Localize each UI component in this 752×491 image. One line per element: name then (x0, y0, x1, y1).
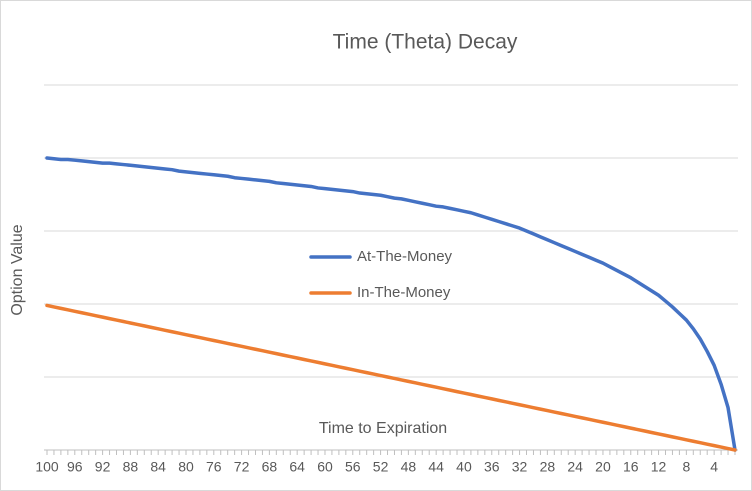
x-tick-label: 12 (651, 459, 667, 475)
series-line (45, 156, 737, 452)
x-tick-label: 80 (178, 459, 194, 475)
x-tick-label: 20 (595, 459, 611, 475)
x-tick-label: 88 (123, 459, 139, 475)
x-tick-label: 36 (484, 459, 500, 475)
series-line (45, 303, 737, 452)
x-tick-label: 60 (317, 459, 333, 475)
x-tick-label: 84 (150, 459, 166, 475)
x-tick-label: 8 (682, 459, 690, 475)
x-tick-label: 72 (234, 459, 250, 475)
x-tick-label: 96 (67, 459, 83, 475)
chart-title: Time (Theta) Decay (333, 31, 518, 54)
x-tick-label: 44 (428, 459, 444, 475)
x-tick-label: 92 (95, 459, 111, 475)
x-tick-label: 4 (710, 459, 718, 475)
legend-label: In-The-Money (357, 284, 451, 301)
x-tick-label: 24 (567, 459, 583, 475)
x-tick-label: 76 (206, 459, 222, 475)
x-tick-label: 48 (401, 459, 417, 475)
x-tick-label: 56 (345, 459, 361, 475)
x-tick-label: 52 (373, 459, 389, 475)
x-tick-label: 64 (289, 459, 305, 475)
x-tick-label: 16 (623, 459, 639, 475)
y-axis-title: Option Value (9, 224, 26, 315)
x-tick-label: 100 (35, 459, 59, 475)
x-axis-title: Time to Expiration (319, 420, 447, 437)
x-tick-label: 32 (512, 459, 528, 475)
legend-label: At-The-Money (357, 248, 453, 265)
x-tick-label: 68 (262, 459, 278, 475)
x-tick-label: 28 (540, 459, 556, 475)
x-tick-label: 40 (456, 459, 472, 475)
